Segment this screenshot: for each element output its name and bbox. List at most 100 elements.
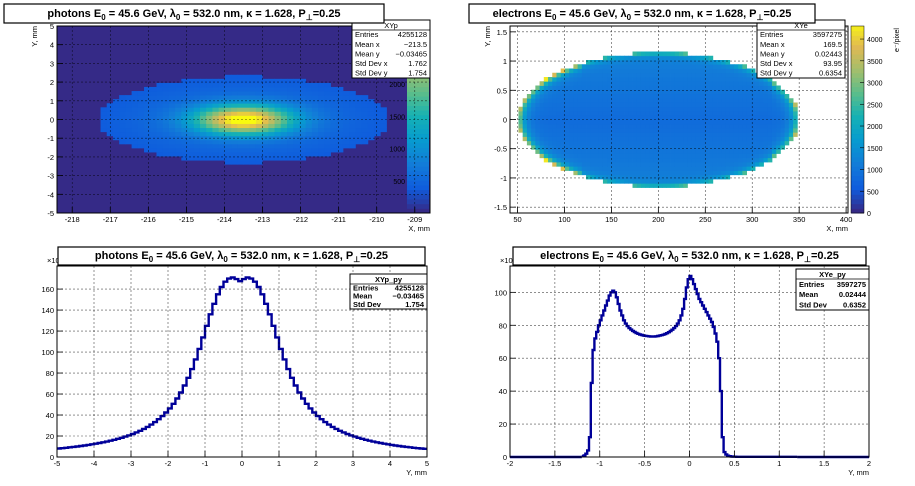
heatmap-cell [199,91,207,96]
heatmap-cell [628,94,633,99]
heatmap-cell [619,174,625,180]
heatmap-cell [543,89,549,95]
heatmap-cell [755,123,760,129]
heatmap-cell [632,170,638,176]
histogram-bar [612,291,614,457]
heatmap-cell [206,119,213,124]
heatmap-cell [199,147,207,153]
heatmap-cell [645,51,650,57]
heatmap-cell [162,99,170,104]
heatmap-cell [598,115,604,120]
heatmap-cell [733,111,739,116]
title-box [3,3,385,24]
heatmap-cell [131,139,139,145]
heatmap-cell [687,119,693,125]
histogram-bar [686,287,688,457]
heatmap-cell [645,111,650,116]
heatmap-cell [649,81,655,86]
heatmap-cell [607,153,612,159]
heatmap-cell [712,174,718,180]
histogram-bar [146,427,150,457]
heatmap-cell [602,145,608,150]
heatmap-cell [712,136,718,142]
heatmap-cell [522,119,528,125]
heatmap-cell [708,55,714,61]
stats-value: 0.6352 [843,300,866,309]
heatmap-cell [361,127,369,133]
heatmap-cell [243,123,251,129]
heatmap-cell [355,127,363,133]
heatmap-cell [590,85,595,91]
heatmap-cell [607,106,612,112]
heatmap-cell [564,115,570,120]
histogram-bar [663,335,665,457]
heatmap-cell [619,132,625,137]
heatmap-cell [615,68,621,74]
heatmap-cell [645,77,650,82]
heatmap-cell [268,78,275,84]
heatmap-cell [598,111,604,116]
heatmap-cell [602,111,608,116]
heatmap-cell [218,127,226,133]
heatmap-cell [212,156,220,161]
heatmap-cell [206,143,213,149]
heatmap-cell [725,98,731,103]
heatmap-cell [763,115,769,120]
heatmap-cell [330,127,338,133]
heatmap-cell [636,111,642,116]
heatmap-cell [628,162,633,167]
histogram-bar [684,299,686,457]
y-tick-label: 80 [46,369,54,378]
heatmap-cell [552,157,557,163]
heatmap-cell [674,157,680,163]
heatmap-cell [788,115,794,120]
heatmap-cell [700,72,705,78]
y-multiplier: ×10³ [47,256,63,265]
heatmap-cell [598,85,604,91]
heatmap-cell [255,147,263,153]
heatmap-cell [759,81,764,86]
heatmap-cell [733,136,739,142]
heatmap-cell [738,68,743,74]
heatmap-cell [594,136,600,142]
heatmap-cell [636,162,642,167]
heatmap-cell [759,102,764,108]
heatmap-cell [349,127,356,133]
heatmap-cell [243,131,251,137]
heatmap-cell [653,149,659,154]
heatmap-cell [657,77,663,82]
y-tick-label: 0 [503,453,507,462]
heatmap-cell [311,107,319,112]
heatmap-cell [199,152,207,157]
heatmap-cell [611,98,617,103]
heatmap-cell [640,174,646,180]
heatmap-cell [181,123,188,129]
heatmap-cell [645,153,650,159]
heatmap-cell [738,153,743,159]
heatmap-cell [632,179,638,184]
heatmap-cell [695,140,701,146]
heatmap-cell [645,106,650,112]
histogram-bar [153,422,157,457]
heatmap-cell [628,174,633,180]
heatmap-cell [746,149,752,154]
heatmap-cell [700,170,705,176]
heatmap-cell [636,64,642,69]
heatmap-cell [573,140,578,146]
histogram-bar [320,419,324,457]
heatmap-cell [193,143,201,149]
histogram-bar [209,314,213,457]
colorbar-segment [851,49,864,55]
heatmap-cell [336,103,344,108]
heatmap-cell [564,140,570,146]
heatmap-cell [776,140,781,146]
heatmap-cell [733,149,739,154]
heatmap-cell [619,179,625,184]
heatmap-cell [212,127,220,133]
heatmap-cell [355,103,363,108]
histogram-bar [641,335,643,457]
heatmap-cell [112,123,120,129]
heatmap-cell [729,162,735,167]
heatmap-cell [569,132,574,137]
colorbar-segment [851,105,864,111]
